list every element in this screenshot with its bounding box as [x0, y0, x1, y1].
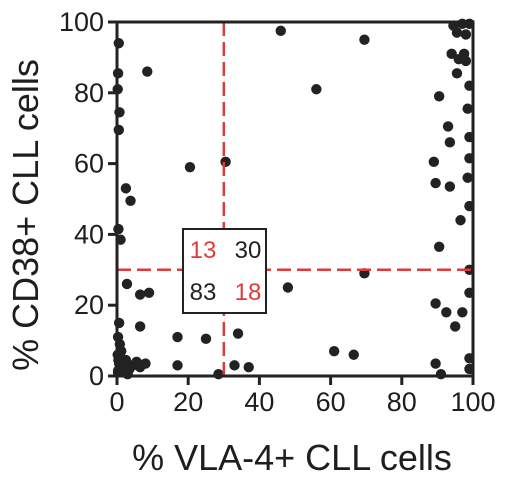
data-point [446, 48, 457, 60]
y-tick-label: 0 [89, 361, 104, 391]
data-point [120, 183, 132, 194]
data-point [243, 361, 254, 373]
data-point [441, 307, 452, 318]
data-point [460, 29, 472, 40]
data-point [430, 298, 441, 309]
data-point [435, 369, 447, 380]
data-point [134, 289, 146, 300]
data-point [348, 349, 359, 360]
data-point [113, 317, 125, 329]
data-point [430, 358, 441, 369]
data-point [460, 55, 472, 67]
plot-area: 00 20 20 40 40 60 60 80 80 100 100 [59, 7, 496, 417]
data-point [229, 360, 240, 371]
data-point [442, 121, 454, 132]
data-point [113, 38, 124, 49]
quadrant-count-box: 13 30 83 18 [182, 228, 267, 314]
quadrant-upper-left-count: 13 [190, 237, 217, 264]
data-point [142, 66, 153, 77]
data-point [433, 91, 445, 102]
data-point [200, 333, 212, 345]
data-point [433, 241, 445, 252]
y-tick-label: 60 [74, 149, 104, 179]
data-point [220, 156, 231, 168]
data-point [451, 27, 463, 38]
data-point [275, 25, 286, 37]
quadrant-upper-right-count: 30 [235, 237, 262, 264]
data-point [184, 161, 196, 173]
x-tick-label: 60 [316, 387, 346, 417]
data-point [462, 103, 473, 114]
data-point [213, 369, 224, 380]
data-point [359, 34, 370, 45]
quadrant-box-frame [182, 228, 267, 314]
data-point [232, 328, 244, 339]
x-tick-label: 20 [173, 387, 203, 417]
x-tick-label: 40 [244, 387, 274, 417]
data-point [462, 172, 473, 183]
data-point [450, 321, 461, 332]
data-point [451, 68, 463, 79]
y-tick-label: 100 [59, 7, 104, 37]
x-tick-label: 80 [387, 387, 417, 417]
data-point [172, 331, 183, 343]
data-point [428, 156, 440, 168]
data-point [457, 307, 468, 318]
data-point [444, 137, 456, 148]
data-point [311, 84, 322, 95]
y-tick-label: 80 [74, 78, 104, 108]
data-point [125, 195, 136, 206]
data-point [118, 359, 129, 370]
x-tick-label: 100 [450, 387, 495, 417]
data-point [455, 215, 466, 226]
data-point [140, 358, 151, 369]
y-axis-title: % CD38+ CLL cells [5, 59, 46, 371]
data-point [143, 287, 155, 299]
quadrant-lower-left-count: 83 [190, 279, 217, 306]
data-point [328, 346, 340, 357]
data-point [282, 282, 294, 293]
x-axis-title: % VLA-4+ CLL cells [132, 437, 452, 478]
x-tick-label: 0 [109, 387, 124, 417]
data-point [113, 124, 124, 136]
quadrant-lower-right-count: 18 [235, 279, 262, 306]
data-point [134, 321, 146, 332]
y-tick-label: 20 [74, 290, 104, 320]
data-point [444, 181, 456, 192]
y-tick-label: 40 [74, 219, 104, 249]
plot-frame [115, 20, 475, 378]
data-point [121, 278, 133, 290]
data-point [430, 177, 441, 189]
data-point [172, 360, 183, 371]
